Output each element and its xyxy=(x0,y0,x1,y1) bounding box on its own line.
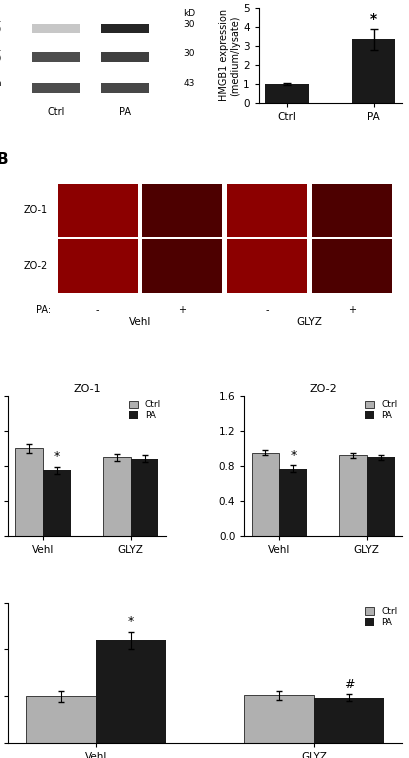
Text: GLYZ: GLYZ xyxy=(296,318,321,327)
Y-axis label: HMGB1 expression
(medium/lysate): HMGB1 expression (medium/lysate) xyxy=(218,9,240,102)
Text: HMGB1
(medium): HMGB1 (medium) xyxy=(0,15,1,34)
Bar xyxy=(279,468,307,536)
FancyBboxPatch shape xyxy=(101,83,149,92)
Text: -: - xyxy=(96,305,99,315)
Text: 30: 30 xyxy=(183,20,194,30)
Text: *: * xyxy=(127,615,134,628)
Bar xyxy=(26,696,96,743)
Legend: Ctrl, PA: Ctrl, PA xyxy=(128,400,161,420)
Text: PA: PA xyxy=(119,107,130,117)
Title: ZO-2: ZO-2 xyxy=(308,384,336,393)
Text: +: + xyxy=(347,305,355,315)
FancyBboxPatch shape xyxy=(58,240,137,293)
Bar xyxy=(351,39,394,103)
Text: *: * xyxy=(290,449,296,462)
FancyBboxPatch shape xyxy=(32,83,80,92)
FancyBboxPatch shape xyxy=(227,240,306,293)
FancyBboxPatch shape xyxy=(311,240,391,293)
Text: Vehl: Vehl xyxy=(128,318,151,327)
Bar xyxy=(244,695,313,743)
Text: 43: 43 xyxy=(183,80,194,89)
Text: *: * xyxy=(369,12,376,27)
FancyBboxPatch shape xyxy=(101,23,149,33)
FancyBboxPatch shape xyxy=(101,52,149,62)
Bar xyxy=(366,457,394,536)
Bar xyxy=(265,84,308,103)
Text: ZO-2: ZO-2 xyxy=(23,262,47,271)
Bar xyxy=(313,697,383,743)
Text: 30: 30 xyxy=(183,49,194,58)
Legend: Ctrl, PA: Ctrl, PA xyxy=(364,400,396,420)
Bar xyxy=(130,459,158,536)
Text: Ctrl: Ctrl xyxy=(47,107,65,117)
Text: PA:: PA: xyxy=(36,305,52,315)
Text: #: # xyxy=(343,678,353,691)
Text: *: * xyxy=(54,450,60,463)
FancyBboxPatch shape xyxy=(227,183,306,237)
Text: ZO-1: ZO-1 xyxy=(23,205,47,215)
Text: -: - xyxy=(265,305,268,315)
Bar xyxy=(43,470,71,536)
Text: B: B xyxy=(0,152,8,167)
FancyBboxPatch shape xyxy=(58,183,137,237)
Text: kD: kD xyxy=(183,10,195,18)
FancyBboxPatch shape xyxy=(32,52,80,62)
Legend: Ctrl, PA: Ctrl, PA xyxy=(364,607,396,627)
Bar xyxy=(102,457,130,536)
FancyBboxPatch shape xyxy=(142,183,222,237)
Text: HMGB1
(lysate): HMGB1 (lysate) xyxy=(0,44,1,63)
Bar xyxy=(338,456,366,536)
Bar xyxy=(251,453,279,536)
FancyBboxPatch shape xyxy=(142,240,222,293)
Bar xyxy=(96,641,165,743)
Bar xyxy=(15,449,43,536)
FancyBboxPatch shape xyxy=(32,23,80,33)
Title: ZO-1: ZO-1 xyxy=(73,384,101,393)
Text: β-actin: β-actin xyxy=(0,80,1,89)
FancyBboxPatch shape xyxy=(311,183,391,237)
Text: +: + xyxy=(178,305,186,315)
